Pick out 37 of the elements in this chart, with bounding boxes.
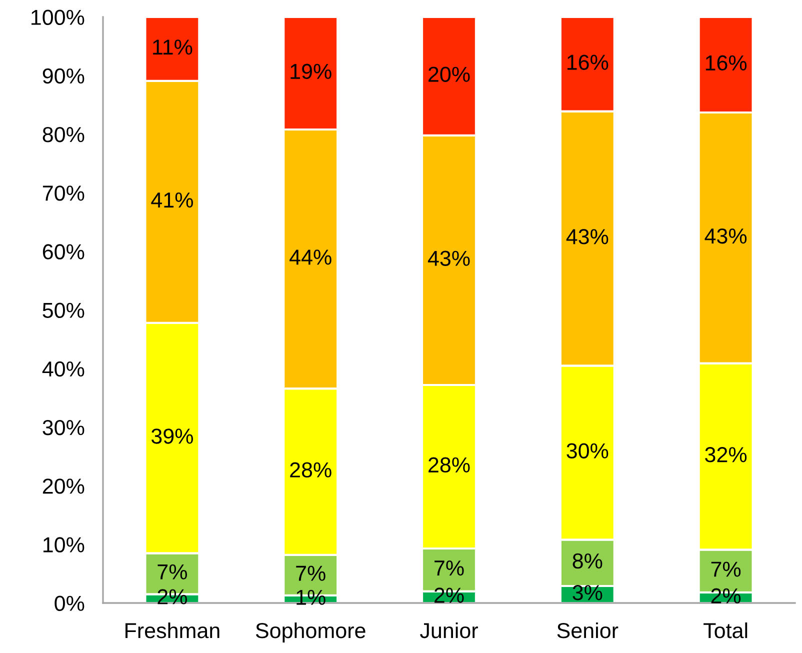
data-label: 28%: [428, 457, 470, 473]
x-tick-label: Freshman: [126, 622, 220, 638]
data-label: 30%: [566, 443, 608, 458]
y-tick-label: 90%: [42, 68, 84, 84]
data-label: 28%: [290, 462, 332, 478]
data-label: 7%: [158, 564, 187, 580]
y-tick-label: 70%: [42, 186, 84, 201]
data-label: 7%: [711, 562, 741, 577]
data-label: 44%: [290, 250, 332, 265]
data-label: 43%: [704, 228, 747, 244]
x-tick-label: Junior: [420, 622, 478, 638]
data-label: 20%: [428, 66, 470, 82]
data-label: 41%: [151, 192, 193, 208]
data-label: 43%: [428, 250, 470, 266]
y-tick-label: 20%: [42, 478, 84, 494]
data-label: 7%: [296, 566, 326, 581]
data-label: 16%: [706, 55, 747, 71]
data-label: 43%: [566, 229, 608, 244]
y-tick-label: 30%: [42, 420, 84, 436]
x-tick-label: Sophomore: [256, 622, 366, 643]
data-label: 16%: [568, 54, 608, 70]
y-tick-label: 80%: [42, 126, 84, 142]
data-label: 39%: [151, 428, 193, 444]
y-tick-label: 40%: [42, 361, 84, 377]
data-label: 8%: [572, 553, 602, 569]
x-tick-label: Total: [704, 622, 748, 638]
y-tick-label: 100%: [32, 10, 84, 26]
data-label: 3%: [572, 585, 602, 600]
data-label: 11%: [153, 40, 192, 55]
x-tick-label: Senior: [557, 622, 618, 638]
y-tick-label: 60%: [42, 244, 84, 260]
y-tick-label: 10%: [44, 537, 84, 552]
y-tick-label: 50%: [42, 302, 84, 318]
data-label: 19%: [290, 64, 332, 80]
y-tick-label: 0%: [54, 596, 84, 612]
data-label: 7%: [434, 560, 464, 576]
data-label: 32%: [705, 447, 747, 462]
